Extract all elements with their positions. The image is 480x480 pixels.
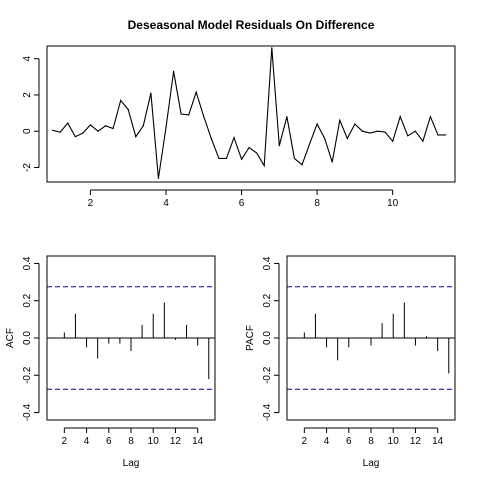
residuals-point bbox=[400, 116, 401, 117]
acf-y-tick-label: 0.0 bbox=[22, 331, 33, 345]
residuals-point bbox=[317, 123, 318, 124]
acf-panel: 2 4 6 8 10 12 14 -0.4 -0.2 0.0 0.2 0.4 Lag ACF bbox=[5, 256, 215, 469]
acf-x-tick-label: 12 bbox=[170, 436, 182, 447]
residuals-title: Deseasonal Model Residuals On Difference bbox=[128, 18, 375, 32]
residuals-point bbox=[385, 132, 386, 133]
residuals-point bbox=[97, 131, 98, 132]
residuals-point bbox=[173, 71, 174, 72]
residuals-point bbox=[211, 138, 212, 139]
residuals-point bbox=[294, 158, 295, 159]
pacf-x-tick-label: 6 bbox=[346, 436, 352, 447]
pacf-y-tick-label: 0.0 bbox=[262, 331, 273, 345]
acf-x-tick-label: 2 bbox=[62, 436, 68, 447]
residuals-x-tick-label: 4 bbox=[163, 198, 169, 209]
residuals-point bbox=[120, 100, 121, 101]
pacf-panel: 2 4 6 8 10 12 14 -0.4 -0.2 0.0 0.2 0.4 Lag PACF bbox=[245, 256, 455, 469]
residuals-point bbox=[271, 47, 272, 48]
residuals-point bbox=[82, 132, 83, 133]
pacf-x-tick-label: 2 bbox=[302, 436, 308, 447]
residuals-point bbox=[279, 145, 280, 146]
acf-x-tick-label: 10 bbox=[148, 436, 160, 447]
residuals-point bbox=[309, 143, 310, 144]
pacf-y-label: PACF bbox=[245, 325, 256, 351]
residuals-point bbox=[430, 116, 431, 117]
residuals-point bbox=[422, 141, 423, 142]
residuals-panel: 2 4 6 8 10 -2 0 2 4 Deseasonal Model Residuals On… bbox=[22, 18, 455, 209]
residuals-y-tick-label: 4 bbox=[22, 55, 33, 61]
residuals-point bbox=[150, 93, 151, 94]
residuals-point bbox=[181, 113, 182, 114]
residuals-point bbox=[143, 125, 144, 126]
pacf-x-tick-label: 8 bbox=[368, 436, 374, 447]
residuals-point bbox=[392, 141, 393, 142]
residuals-x-tick-label: 10 bbox=[387, 198, 399, 209]
acf-y-label: ACF bbox=[5, 328, 16, 348]
residuals-point bbox=[233, 137, 234, 138]
residuals-point bbox=[437, 134, 438, 135]
residuals-point bbox=[354, 123, 355, 124]
residuals-point bbox=[286, 116, 287, 117]
residuals-point bbox=[105, 125, 106, 126]
acf-x-label: Lag bbox=[123, 458, 140, 469]
residuals-point bbox=[332, 161, 333, 162]
acf-x-tick-label: 14 bbox=[192, 436, 204, 447]
residuals-point bbox=[67, 122, 68, 123]
pacf-x-tick-label: 4 bbox=[324, 436, 330, 447]
residuals-point bbox=[113, 128, 114, 129]
pacf-x-tick-label: 12 bbox=[410, 436, 422, 447]
pacf-x-label: Lag bbox=[363, 458, 380, 469]
pacf-y-tick-label: -0.4 bbox=[262, 403, 273, 421]
residuals-point bbox=[264, 165, 265, 166]
residuals-point bbox=[75, 136, 76, 137]
acf-x-tick-label: 8 bbox=[128, 436, 134, 447]
pacf-x-tick-label: 14 bbox=[432, 436, 444, 447]
acf-y-tick-label: 0.2 bbox=[22, 293, 33, 307]
residuals-point bbox=[218, 158, 219, 159]
residuals-x-tick-label: 2 bbox=[88, 198, 94, 209]
residuals-x-tick-label: 8 bbox=[314, 198, 320, 209]
residuals-point bbox=[52, 130, 53, 131]
pacf-y-tick-label: 0.2 bbox=[262, 293, 273, 307]
residuals-point bbox=[165, 127, 166, 128]
residuals-point bbox=[407, 135, 408, 136]
acf-x-tick-label: 6 bbox=[106, 436, 112, 447]
residuals-point bbox=[256, 152, 257, 153]
pacf-y-tick-label: 0.4 bbox=[262, 256, 273, 270]
residuals-point bbox=[203, 116, 204, 117]
residuals-point bbox=[90, 124, 91, 125]
residuals-point bbox=[339, 120, 340, 121]
residuals-point bbox=[196, 92, 197, 93]
residuals-point bbox=[301, 164, 302, 165]
residuals-point bbox=[445, 134, 446, 135]
residuals-y-tick-label: 2 bbox=[22, 92, 33, 98]
residuals-point bbox=[324, 138, 325, 139]
residuals-x-tick-label: 6 bbox=[239, 198, 245, 209]
residuals-point bbox=[188, 114, 189, 115]
residuals-point bbox=[249, 147, 250, 148]
acf-y-tick-label: 0.4 bbox=[22, 256, 33, 270]
residuals-frame bbox=[47, 46, 455, 182]
residuals-point bbox=[128, 109, 129, 110]
residuals-y-tick-label: 0 bbox=[22, 128, 33, 134]
acf-y-tick-label: -0.2 bbox=[22, 366, 33, 384]
pacf-y-tick-label: -0.2 bbox=[262, 366, 273, 384]
residuals-point bbox=[158, 178, 159, 179]
residuals-y-tick-label: -2 bbox=[22, 163, 33, 172]
residuals-point bbox=[60, 132, 61, 133]
acf-y-tick-label: -0.4 bbox=[22, 403, 33, 421]
pacf-x-tick-label: 10 bbox=[388, 436, 400, 447]
residuals-point bbox=[241, 159, 242, 160]
residuals-point bbox=[135, 136, 136, 137]
acf-x-tick-label: 4 bbox=[84, 436, 90, 447]
residuals-point bbox=[226, 158, 227, 159]
residuals-point bbox=[347, 138, 348, 139]
residuals-point bbox=[362, 131, 363, 132]
residuals-point bbox=[377, 131, 378, 132]
residuals-point bbox=[415, 131, 416, 132]
residuals-series-line bbox=[53, 48, 446, 179]
residuals-point bbox=[369, 132, 370, 133]
